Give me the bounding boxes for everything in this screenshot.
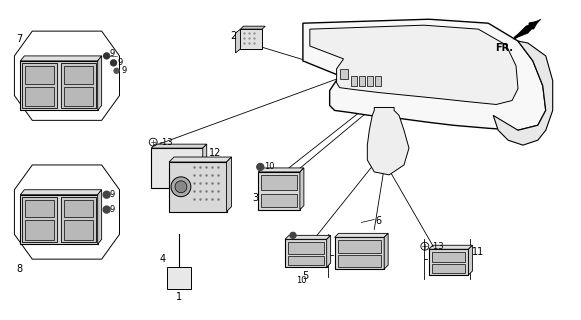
Text: 9: 9 — [110, 190, 115, 199]
Text: FR.: FR. — [495, 43, 513, 53]
Bar — [432, 264, 465, 273]
Bar — [26, 200, 54, 218]
Bar — [352, 76, 357, 86]
Bar — [261, 175, 297, 190]
Text: 1: 1 — [176, 292, 182, 302]
Text: 2: 2 — [231, 31, 237, 41]
Polygon shape — [285, 235, 331, 239]
Bar — [167, 267, 191, 289]
Polygon shape — [20, 56, 102, 61]
Bar — [360, 76, 365, 86]
Text: 6: 6 — [375, 215, 381, 226]
Polygon shape — [241, 26, 265, 29]
Polygon shape — [303, 19, 546, 130]
Bar — [22, 197, 57, 242]
Bar — [288, 256, 324, 265]
Bar — [64, 66, 93, 84]
Bar — [26, 66, 54, 84]
Text: 9: 9 — [117, 58, 123, 67]
Text: 4: 4 — [159, 254, 165, 264]
Bar — [26, 87, 54, 107]
Polygon shape — [310, 25, 518, 105]
Polygon shape — [468, 245, 472, 275]
Circle shape — [110, 60, 117, 66]
Bar — [375, 76, 381, 86]
Bar — [61, 197, 96, 242]
Circle shape — [114, 68, 119, 73]
Polygon shape — [98, 56, 102, 110]
Bar — [288, 242, 324, 254]
Polygon shape — [384, 233, 388, 269]
Polygon shape — [235, 29, 241, 53]
Text: 7: 7 — [16, 34, 23, 44]
Bar — [64, 87, 93, 107]
Bar — [339, 69, 347, 79]
Text: 9: 9 — [110, 49, 115, 58]
Polygon shape — [151, 144, 207, 148]
Polygon shape — [227, 157, 231, 212]
Bar — [432, 252, 465, 262]
Polygon shape — [300, 168, 304, 210]
Circle shape — [175, 181, 187, 193]
Circle shape — [103, 206, 110, 213]
Bar — [26, 220, 54, 240]
Polygon shape — [259, 168, 304, 172]
Bar — [335, 237, 384, 269]
Text: 5: 5 — [302, 271, 308, 281]
Bar — [169, 162, 227, 212]
Bar — [151, 148, 203, 188]
Circle shape — [103, 191, 110, 198]
Bar — [64, 200, 93, 218]
Polygon shape — [169, 157, 231, 162]
Text: 9: 9 — [110, 204, 115, 214]
Polygon shape — [20, 190, 102, 195]
Bar — [241, 29, 262, 49]
Polygon shape — [513, 19, 541, 39]
Text: 8: 8 — [16, 264, 23, 274]
Circle shape — [171, 177, 191, 197]
Bar — [61, 63, 96, 108]
Bar — [259, 172, 300, 210]
Text: 10: 10 — [264, 162, 275, 171]
Text: 10: 10 — [296, 276, 306, 285]
Bar — [64, 220, 93, 240]
Polygon shape — [335, 233, 388, 237]
Text: -13: -13 — [159, 138, 173, 147]
Polygon shape — [493, 41, 553, 145]
Text: 12: 12 — [209, 148, 221, 158]
Polygon shape — [98, 190, 102, 244]
Bar — [22, 63, 57, 108]
Polygon shape — [203, 144, 207, 188]
Polygon shape — [367, 108, 409, 175]
Bar — [20, 61, 98, 110]
Bar — [285, 239, 327, 267]
Circle shape — [257, 164, 264, 171]
Polygon shape — [429, 245, 472, 249]
Polygon shape — [327, 235, 331, 267]
Text: -13: -13 — [431, 242, 444, 251]
Circle shape — [103, 53, 110, 59]
Circle shape — [290, 232, 296, 238]
Bar — [429, 249, 468, 275]
Text: 3: 3 — [252, 193, 259, 203]
Text: 9: 9 — [121, 66, 127, 75]
Bar — [338, 255, 381, 267]
Bar — [338, 240, 381, 253]
Bar — [20, 195, 98, 244]
Bar — [261, 194, 297, 207]
Text: 11: 11 — [472, 247, 485, 257]
Bar — [367, 76, 373, 86]
